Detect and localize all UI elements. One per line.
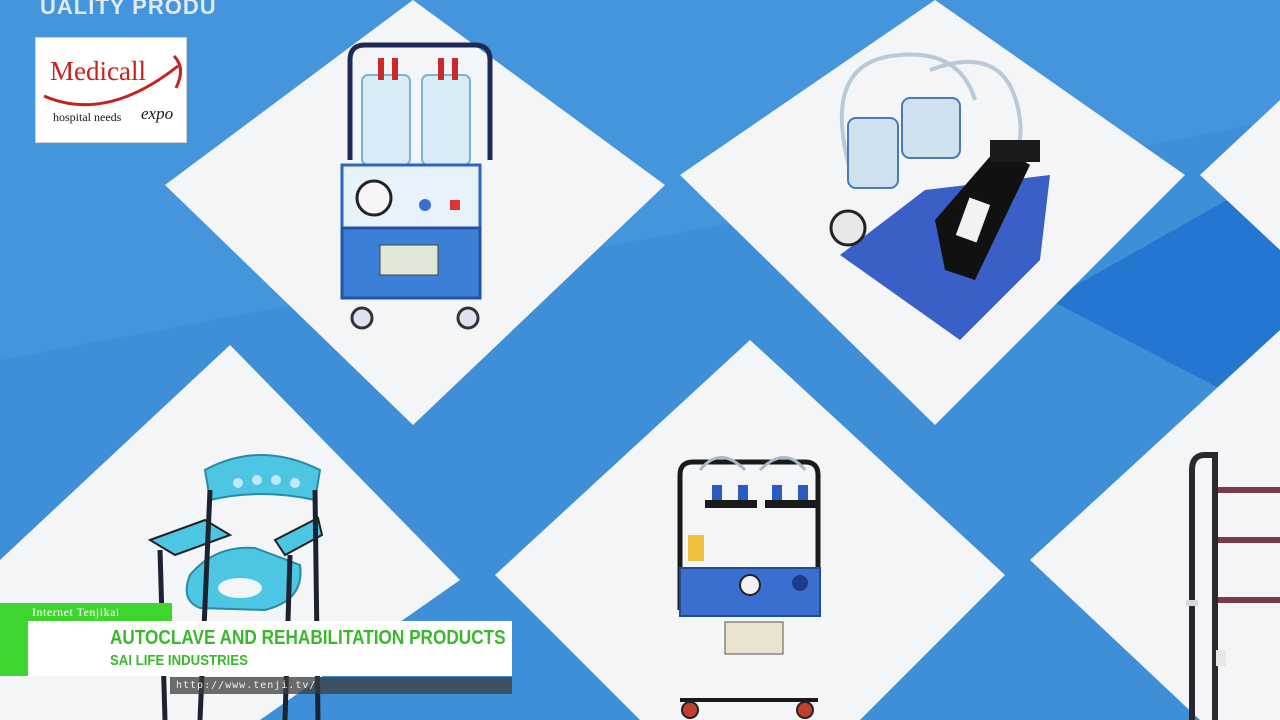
caption-title: AUTOCLAVE AND REHABILITATION PRODUCTS [110,627,506,649]
medicall-logo: Medicall hospital needs expo [35,37,187,143]
logo-brand: Medicall [50,56,146,86]
diamond-panel-edge-right [1200,100,1280,250]
lower-third-caption: AUTOCLAVE AND REHABILITATION PRODUCTS SA… [0,621,512,676]
logo-expo: expo [141,104,174,123]
website-url: http://www.tenji.tv/ [170,677,512,694]
diamond-panel-bottom-center [495,340,1005,720]
vacuum-pump-product [829,52,1050,340]
logo-swoosh-icon [43,54,182,107]
walker-frame-product [1186,452,1280,720]
background-band-dark [1050,170,1280,420]
lower-third-accent-bar [0,621,28,676]
channel-tag: Internet Tenjikai [0,603,172,621]
commode-chair-product [147,454,324,720]
logo-tagline: hospital needs [53,110,122,124]
caption-subtitle: SAI LIFE INDUSTRIES [110,652,248,669]
suction-machine-product [340,42,493,330]
suction-trolley-product [677,456,821,719]
banner-top-text: UALITY PRODU [40,0,217,19]
